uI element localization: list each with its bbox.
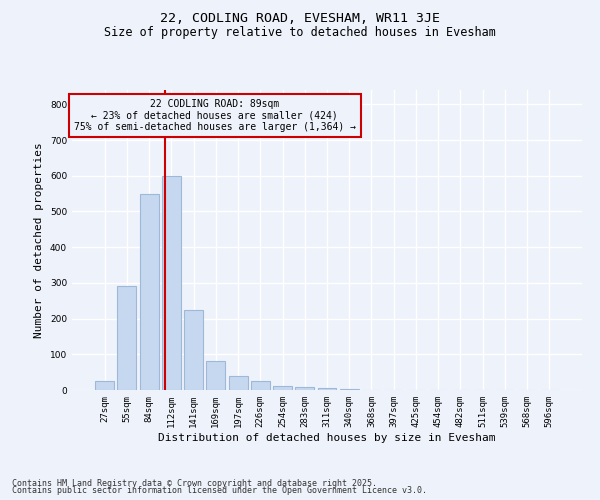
- Text: Size of property relative to detached houses in Evesham: Size of property relative to detached ho…: [104, 26, 496, 39]
- X-axis label: Distribution of detached houses by size in Evesham: Distribution of detached houses by size …: [158, 432, 496, 442]
- Bar: [206, 362, 225, 390]
- Text: 22 CODLING ROAD: 89sqm
← 23% of detached houses are smaller (424)
75% of semi-de: 22 CODLING ROAD: 89sqm ← 23% of detached…: [74, 99, 356, 132]
- Bar: [140, 194, 158, 390]
- Text: 22, CODLING ROAD, EVESHAM, WR11 3JE: 22, CODLING ROAD, EVESHAM, WR11 3JE: [160, 12, 440, 26]
- Bar: [251, 381, 270, 390]
- Bar: [184, 310, 203, 390]
- Bar: [317, 388, 337, 390]
- Text: Contains public sector information licensed under the Open Government Licence v3: Contains public sector information licen…: [12, 486, 427, 495]
- Bar: [118, 286, 136, 390]
- Bar: [95, 381, 114, 390]
- Bar: [162, 176, 181, 390]
- Bar: [340, 389, 359, 390]
- Y-axis label: Number of detached properties: Number of detached properties: [34, 142, 44, 338]
- Text: Contains HM Land Registry data © Crown copyright and database right 2025.: Contains HM Land Registry data © Crown c…: [12, 478, 377, 488]
- Bar: [273, 386, 292, 390]
- Bar: [295, 387, 314, 390]
- Bar: [229, 376, 248, 390]
